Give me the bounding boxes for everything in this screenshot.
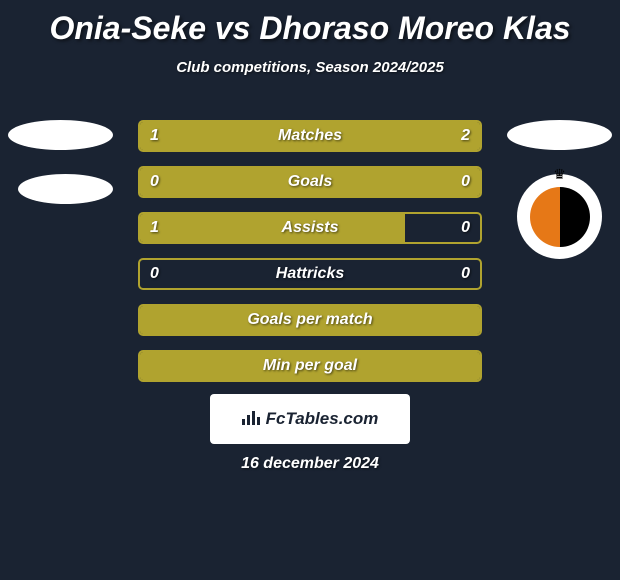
stat-value-left: 0 — [150, 173, 159, 191]
stat-fill-left — [140, 214, 405, 242]
stat-label: Assists — [282, 219, 339, 237]
stat-label: Matches — [278, 127, 342, 145]
stat-value-right: 0 — [461, 265, 470, 283]
left-player-badges — [8, 120, 113, 228]
crown-icon: ♛ — [553, 166, 566, 183]
right-club-badge-1 — [507, 120, 612, 150]
page-subtitle: Club competitions, Season 2024/2025 — [0, 59, 620, 76]
stat-row: 0 0 Goals — [138, 166, 482, 198]
stat-label: Goals — [288, 173, 332, 191]
stat-row: 1 2 Matches — [138, 120, 482, 152]
bars-icon — [242, 409, 260, 430]
stats-bars: 1 2 Matches 0 0 Goals 1 0 Assists 0 0 Hattricks Goal… — [138, 120, 482, 396]
stat-value-right: 0 — [461, 173, 470, 191]
stat-value-right: 2 — [461, 127, 470, 145]
left-club-badge-2 — [18, 174, 113, 204]
brand-text: FcTables.com — [266, 409, 379, 429]
stat-row: 1 0 Assists — [138, 212, 482, 244]
brand-badge: FcTables.com — [210, 394, 410, 444]
stat-row: 0 0 Hattricks — [138, 258, 482, 290]
stat-value-left: 1 — [150, 127, 159, 145]
stat-label: Hattricks — [276, 265, 344, 283]
stat-row: Min per goal — [138, 350, 482, 382]
left-club-badge-1 — [8, 120, 113, 150]
stat-label: Min per goal — [263, 357, 357, 375]
right-club-badge-2: ♛ — [517, 174, 602, 259]
right-player-badges: ♛ — [507, 120, 612, 259]
stat-value-right: 0 — [461, 219, 470, 237]
stat-value-left: 1 — [150, 219, 159, 237]
stat-label: Goals per match — [247, 311, 372, 329]
page-title: Onia-Seke vs Dhoraso Moreo Klas — [0, 0, 620, 47]
stat-row: Goals per match — [138, 304, 482, 336]
stat-value-left: 0 — [150, 265, 159, 283]
date-text: 16 december 2024 — [241, 455, 379, 473]
